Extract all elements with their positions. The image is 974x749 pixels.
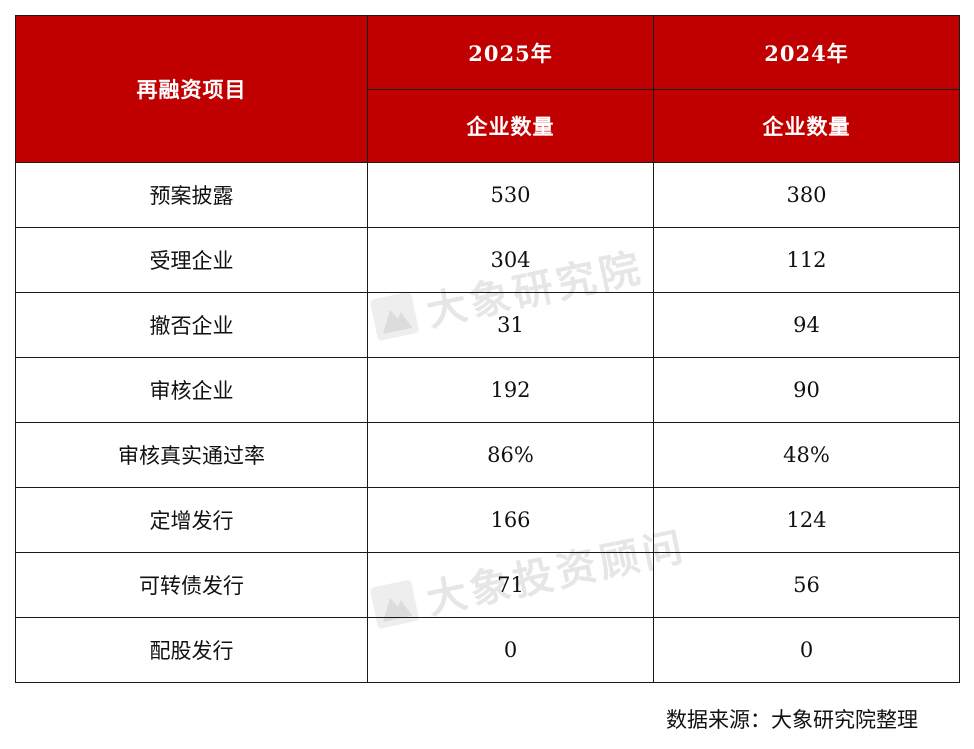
- value-2025: 192: [367, 357, 654, 423]
- table-row: 受理企业 304 112: [15, 227, 960, 293]
- value-2024: 124: [653, 487, 960, 553]
- table-row: 预案披露 530 380: [15, 162, 960, 228]
- table-row: 定增发行 166 124: [15, 487, 960, 553]
- value-2025: 86%: [367, 422, 654, 488]
- row-label: 配股发行: [15, 617, 368, 683]
- table-row: 撤否企业 31 94: [15, 292, 960, 358]
- table-row: 审核企业 192 90: [15, 357, 960, 423]
- header-row-label: 再融资项目: [15, 15, 368, 163]
- header-row-years: 再融资项目 2025年 2024年: [15, 15, 960, 163]
- row-label: 定增发行: [15, 487, 368, 553]
- data-source-note: 数据来源：大象研究院整理: [666, 708, 918, 732]
- header-year-2025: 2025年: [367, 15, 654, 90]
- header-metric-2025: 企业数量: [367, 89, 654, 163]
- value-2025: 304: [367, 227, 654, 293]
- value-2025: 71: [367, 552, 654, 618]
- header-year-2024: 2024年: [653, 15, 960, 90]
- table-row: 可转债发行 71 56: [15, 552, 960, 618]
- header-metric-2024: 企业数量: [653, 89, 960, 163]
- value-2025: 530: [367, 162, 654, 228]
- value-2025: 31: [367, 292, 654, 358]
- value-2025: 0: [367, 617, 654, 683]
- row-label: 预案披露: [15, 162, 368, 228]
- value-2024: 56: [653, 552, 960, 618]
- value-2024: 94: [653, 292, 960, 358]
- row-label: 受理企业: [15, 227, 368, 293]
- value-2024: 0: [653, 617, 960, 683]
- row-label: 审核真实通过率: [15, 422, 368, 488]
- value-2024: 90: [653, 357, 960, 423]
- table-row: 配股发行 0 0: [15, 617, 960, 683]
- value-2024: 380: [653, 162, 960, 228]
- header-row-metric: 企业数量 企业数量: [16, 89, 960, 163]
- table-row: 审核真实通过率 86% 48%: [15, 422, 960, 488]
- row-label: 撤否企业: [15, 292, 368, 358]
- refinancing-table: 再融资项目 2025年 2024年 企业数量 企业数量 预案披露 530 380…: [15, 15, 960, 683]
- value-2024: 112: [653, 227, 960, 293]
- value-2025: 166: [367, 487, 654, 553]
- row-label: 可转债发行: [15, 552, 368, 618]
- value-2024: 48%: [653, 422, 960, 488]
- row-label: 审核企业: [15, 357, 368, 423]
